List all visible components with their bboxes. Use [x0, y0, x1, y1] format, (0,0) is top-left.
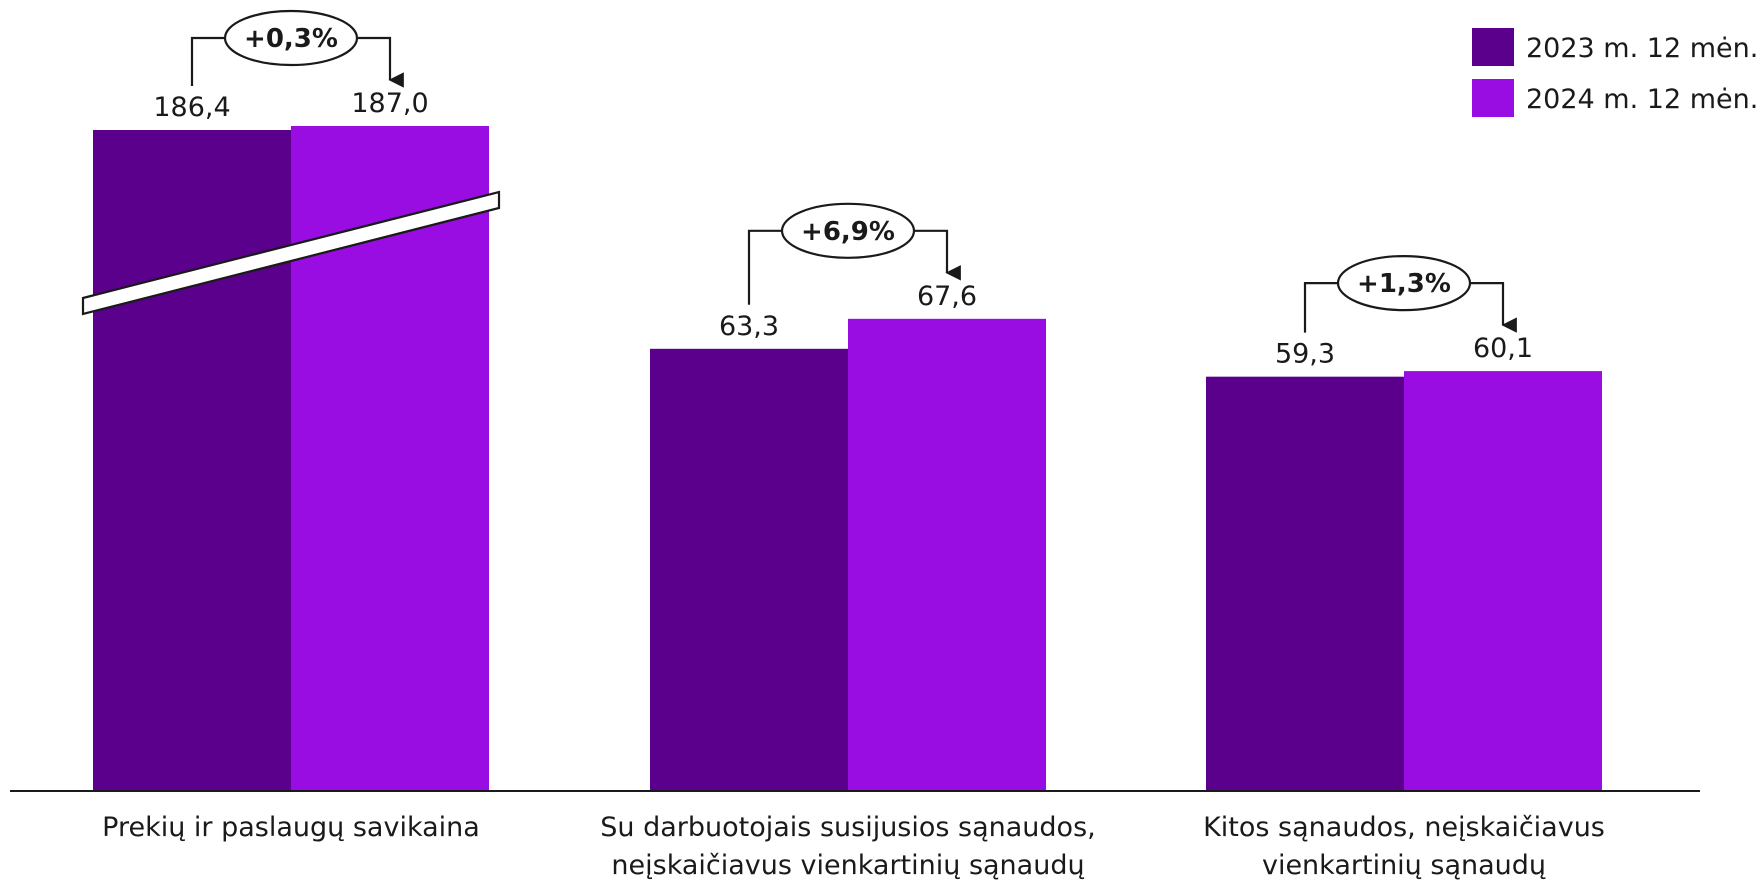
legend-label: 2024 m. 12 mėn. [1526, 84, 1758, 115]
change-arrow [357, 36, 404, 88]
bar [1404, 371, 1602, 790]
change-bracket-left [1303, 282, 1338, 333]
data-label: 187,0 [351, 88, 428, 119]
bar [1206, 376, 1404, 790]
data-label: 59,3 [1275, 339, 1335, 370]
axis-break-marker [81, 190, 501, 316]
bar [848, 318, 1046, 790]
change-oval [223, 9, 359, 67]
legend-label: 2023 m. 12 mėn. [1526, 33, 1758, 64]
change-bracket-left [190, 36, 225, 86]
data-label: 63,3 [719, 311, 779, 342]
category-label: vienkartinių sąnaudų [1262, 850, 1546, 881]
category-label: Prekių ir paslaugų savikaina [102, 812, 480, 843]
change-oval [1336, 255, 1472, 312]
change-arrow [914, 229, 961, 281]
data-label: 67,6 [917, 281, 977, 312]
change-arrow [1470, 282, 1517, 333]
legend-swatch [1472, 79, 1514, 117]
category-label: neįskaičiavus vienkartinių sąnaudų [611, 850, 1084, 881]
change-label: +0,3% [244, 24, 338, 54]
bar [93, 130, 291, 790]
category-label: Kitos sąnaudos, neįskaičiavus [1203, 812, 1605, 843]
legend-swatch [1472, 28, 1514, 66]
change-label: +1,3% [1357, 269, 1451, 299]
data-label: 186,4 [153, 92, 230, 123]
change-bracket-left [747, 229, 782, 305]
change-label: +6,9% [801, 217, 895, 247]
data-label: 60,1 [1473, 333, 1533, 364]
category-label: Su darbuotojais susijusios sąnaudos, [600, 812, 1095, 843]
bar [650, 348, 848, 790]
change-oval [780, 202, 916, 259]
